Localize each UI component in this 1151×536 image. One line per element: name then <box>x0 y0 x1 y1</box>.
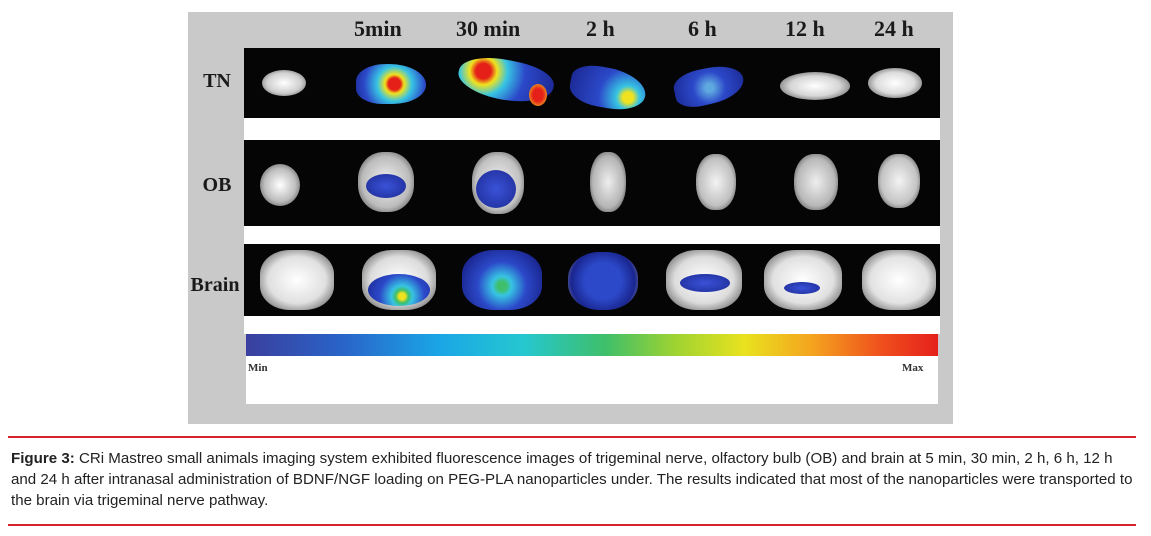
ob-5min-signal <box>366 174 406 198</box>
tn-12h-blob <box>780 72 850 100</box>
time-label-24h: 24 h <box>874 16 914 41</box>
tn-6h-blob <box>671 61 747 111</box>
ob-24h-blob <box>878 154 920 208</box>
brain-24h-blob <box>862 250 936 310</box>
ob-6h-blob <box>696 154 736 210</box>
row-divider-ob-brain <box>244 226 940 244</box>
colorbar-max-label: Max <box>902 362 924 374</box>
row-label-ob: OB <box>202 174 232 196</box>
tn-image-strip <box>244 48 940 118</box>
time-label-30min: 30 min <box>456 16 521 41</box>
tn-24h-blob <box>868 68 922 98</box>
colorbar-min-label: Min <box>248 362 268 374</box>
caption-label: Figure 3: <box>11 450 75 467</box>
time-label-2h: 2 h <box>586 16 615 41</box>
brain-12h-signal <box>784 282 820 294</box>
tn-30min-hotspot <box>529 84 547 106</box>
tn-5min-blob <box>356 64 426 104</box>
brain-12h-blob <box>764 250 842 310</box>
ob-30min-signal <box>476 170 516 208</box>
brain-6h-signal <box>680 274 730 292</box>
time-label-12h: 12 h <box>785 16 825 41</box>
brain-5min-signal <box>368 274 430 306</box>
figure-panel: 5min 30 min 2 h 6 h 12 h 24 h TN OB Brai… <box>188 12 953 424</box>
ob-2h-blob <box>590 152 626 212</box>
tn-control-blob <box>262 70 306 96</box>
caption-text: CRi Mastreo small animals imaging system… <box>11 450 1133 509</box>
brain-control-blob <box>260 250 334 310</box>
row-divider-tn-ob <box>244 118 940 140</box>
brain-2h-blob <box>568 252 638 310</box>
brain-30min-blob <box>462 250 542 310</box>
brain-image-strip <box>244 244 940 316</box>
row-divider-brain-colorbar <box>244 316 940 334</box>
caption-bottom-rule <box>8 524 1136 526</box>
time-label-6h: 6 h <box>688 16 717 41</box>
time-label-5min: 5min <box>354 16 402 41</box>
tn-2h-blob <box>567 61 649 115</box>
caption-top-rule <box>8 436 1136 438</box>
row-label-brain: Brain <box>190 274 240 296</box>
colorbar-label-area <box>246 356 938 404</box>
row-label-tn: TN <box>203 70 231 92</box>
ob-control-blob <box>260 164 300 206</box>
ob-12h-blob <box>794 154 838 210</box>
intensity-colorbar <box>246 334 938 356</box>
figure-caption: Figure 3: CRi Mastreo small animals imag… <box>11 448 1139 511</box>
ob-image-strip <box>244 140 940 226</box>
